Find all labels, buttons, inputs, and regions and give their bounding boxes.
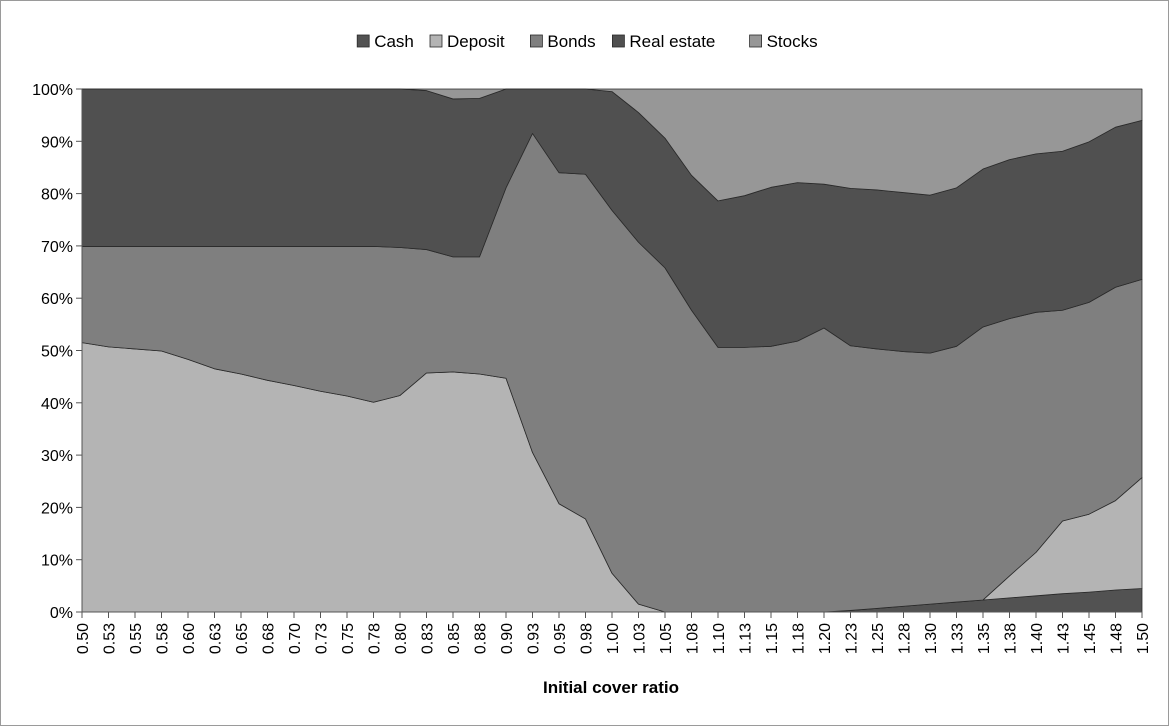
x-tick-label: 0.95 (552, 623, 569, 654)
legend-label: Real estate (629, 32, 715, 51)
y-tick-label: 30% (41, 448, 73, 465)
x-tick-label: 0.63 (208, 623, 225, 654)
x-tick-label: 0.85 (446, 623, 463, 654)
x-tick-label: 0.78 (367, 623, 384, 654)
y-tick-label: 0% (50, 605, 73, 622)
x-tick-label: 0.80 (393, 623, 410, 654)
y-tick-label: 80% (41, 187, 73, 204)
x-tick-label: 0.90 (499, 623, 516, 654)
x-tick-label: 1.15 (764, 623, 781, 654)
x-tick-label: 0.75 (340, 623, 357, 654)
x-tick-label: 0.53 (102, 623, 119, 654)
x-tick-label: 0.58 (155, 623, 172, 654)
x-tick-label: 0.65 (234, 623, 251, 654)
y-tick-label: 10% (41, 553, 73, 570)
y-tick-label: 60% (41, 291, 73, 308)
x-tick-label: 0.68 (261, 623, 278, 654)
y-tick-label: 20% (41, 500, 73, 517)
x-tick-label: 0.50 (75, 623, 92, 654)
x-tick-label: 1.28 (897, 623, 914, 654)
x-tick-label: 1.03 (632, 623, 649, 654)
x-tick-label: 1.05 (658, 623, 675, 654)
legend-item: Bonds (530, 32, 596, 51)
x-tick-label: 0.93 (526, 623, 543, 654)
x-tick-label: 1.00 (605, 623, 622, 654)
y-tick-label: 50% (41, 344, 73, 361)
x-tick-label: 1.18 (791, 623, 808, 654)
legend-item: Stocks (749, 32, 818, 51)
legend-swatch (749, 34, 762, 48)
x-tick-label: 1.13 (738, 623, 755, 654)
x-tick-label: 1.20 (817, 623, 834, 654)
x-tick-label: 1.43 (1056, 623, 1073, 654)
x-tick-label: 1.30 (923, 623, 940, 654)
legend-swatch (612, 34, 625, 48)
legend: Cash Deposit Bonds Real estate Stocks (356, 32, 818, 51)
x-tick-label: 1.45 (1082, 623, 1099, 654)
x-tick-label: 1.08 (685, 623, 702, 654)
x-axis-title: Initial cover ratio (543, 678, 679, 697)
axes: 0% 10% 20% 30% 40% 50% 60% 70% 80% 90% 100% 0.50 0.5… (32, 82, 1152, 654)
legend-swatch (429, 34, 443, 48)
x-tick-label: 0.98 (579, 623, 596, 654)
legend-label: Cash (374, 32, 414, 51)
x-tick-label: 1.40 (1029, 623, 1046, 654)
x-tick-label: 1.50 (1135, 623, 1152, 654)
x-tick-label: 1.33 (950, 623, 967, 654)
legend-swatch (530, 34, 543, 48)
x-tick-label: 0.60 (181, 623, 198, 654)
x-tick-label: 1.38 (1003, 623, 1020, 654)
x-tick-label: 0.73 (314, 623, 331, 654)
x-tick-label: 0.70 (287, 623, 304, 654)
x-tick-label: 1.25 (870, 623, 887, 654)
legend-swatch (356, 34, 370, 48)
legend-label: Stocks (767, 32, 818, 51)
legend-item: Cash (356, 32, 414, 51)
y-tick-label: 90% (41, 134, 73, 151)
x-tick-label: 1.23 (844, 623, 861, 654)
area-layer (81, 88, 1143, 613)
y-tick-label: 70% (41, 239, 73, 256)
x-tick-label: 0.88 (473, 623, 490, 654)
legend-label: Bonds (547, 32, 595, 51)
y-tick-label: 40% (41, 396, 73, 413)
x-tick-label: 0.83 (420, 623, 437, 654)
x-tick-label: 1.10 (711, 623, 728, 654)
x-tick-label: 0.55 (128, 623, 145, 654)
area-series-stocks (81, 88, 1143, 202)
x-tick-label: 1.48 (1109, 623, 1126, 654)
legend-item: Deposit (429, 32, 505, 51)
legend-label: Deposit (447, 32, 505, 51)
y-tick-label: 100% (32, 82, 73, 99)
x-tick-label: 1.35 (976, 623, 993, 654)
legend-item: Real estate (612, 32, 715, 51)
